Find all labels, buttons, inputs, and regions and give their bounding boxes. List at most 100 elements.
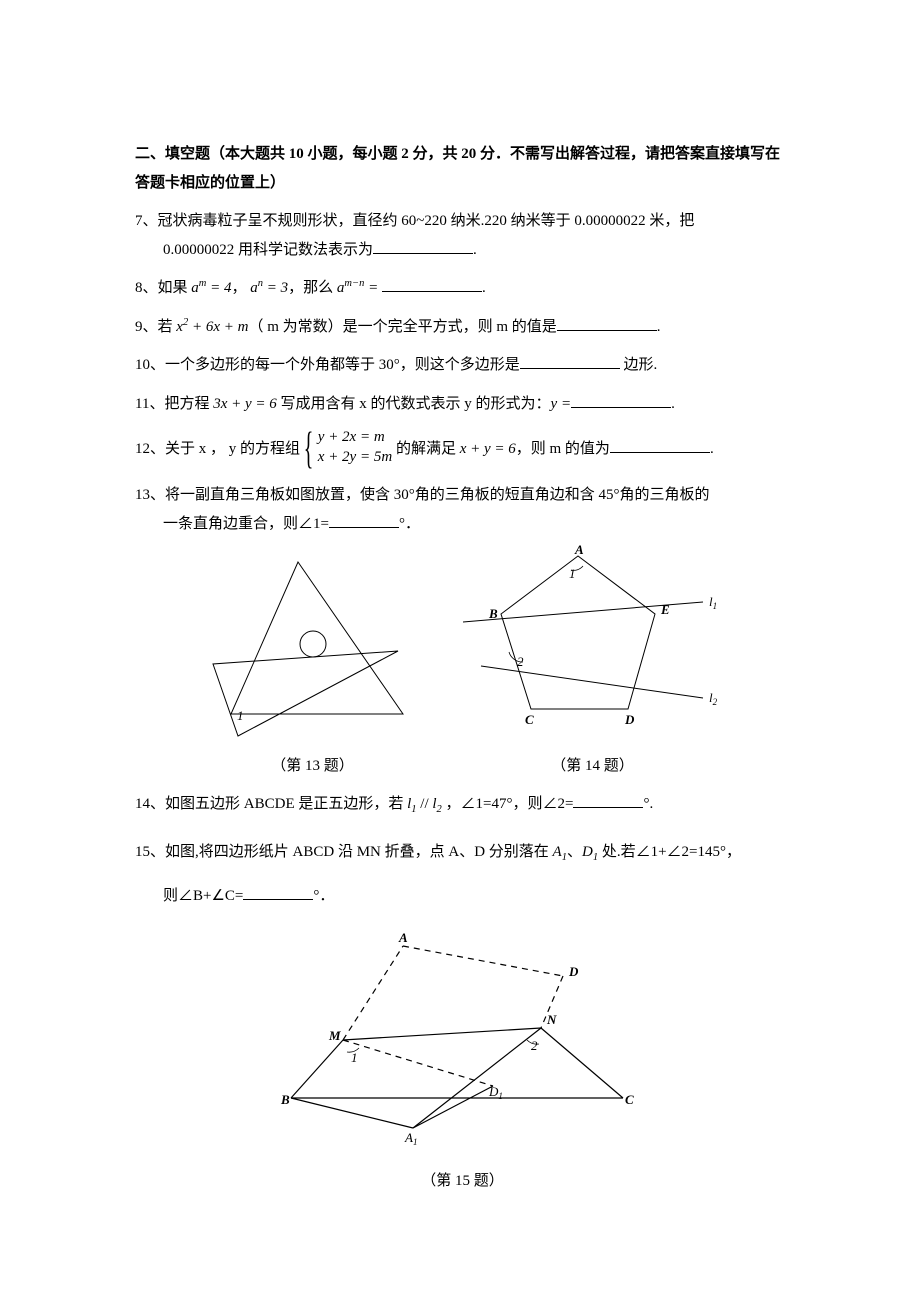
q-number: 9、 (135, 319, 158, 335)
svg-text:D1: D1 (488, 1084, 503, 1101)
brace-lines: y + 2x = m x + 2y = 5m (318, 428, 392, 467)
figure-14: A B C D E 1 2 l1 l2 （第 14 题） (463, 544, 723, 780)
answer-blank (373, 238, 473, 254)
svg-text:A: A (574, 544, 584, 557)
title-mid2: 分，共 (413, 146, 458, 162)
question-12: 12、关于 x ， y 的方程组 y + 2x = m x + 2y = 5m … (135, 428, 790, 471)
q12-post1: ，则 m 的值为 (516, 441, 610, 457)
q8-a2: a (250, 280, 258, 296)
q13-line2: 一条直角边重合，则∠1= °． (135, 510, 790, 539)
q11-pre: 把方程 (164, 396, 213, 412)
fig15-svg: ADNMBCA1D112 (273, 928, 653, 1148)
q11-mid: 写成用含有 x 的代数式表示 y 的形式为： (277, 396, 551, 412)
question-11: 11、把方程 3x + y = 6 写成用含有 x 的代数式表示 y 的形式为：… (135, 390, 790, 419)
svg-text:D: D (568, 964, 579, 979)
answer-blank (329, 512, 399, 528)
q8-post: . (482, 280, 486, 296)
answer-blank (382, 276, 482, 292)
q12-cond: x + y = 6 (460, 441, 516, 457)
svg-text:1: 1 (569, 566, 576, 581)
question-7: 7、冠状病毒粒子呈不规则形状，直径约 60~220 纳米.220 纳米等于 0.… (135, 207, 790, 264)
q15-l2post: °． (313, 888, 334, 904)
fig13-svg: 1 (203, 544, 423, 739)
q-number: 15、 (135, 844, 165, 860)
q8-mid: ，那么 (288, 280, 337, 296)
q13-line2-pre: 一条直角边重合，则∠1= (163, 516, 329, 532)
question-14: 14、如图五边形 ABCDE 是正五边形，若 l1 // l2 ，∠1=47°，… (135, 790, 790, 820)
fig13-caption: （第 13 题） (203, 752, 423, 781)
q13-line2-post: °． (399, 516, 420, 532)
exam-page: 二、填空题（本大题共 10 小题，每小题 2 分，共 20 分．不需写出解答过程… (0, 0, 920, 1255)
question-8: 8、如果 am = 4， an = 3，那么 am−n = . (135, 274, 790, 303)
svg-text:M: M (328, 1028, 341, 1043)
svg-text:2: 2 (517, 654, 524, 669)
q12-post2: . (710, 441, 714, 457)
svg-text:2: 2 (531, 1038, 538, 1053)
q8-sup3: m−n (344, 278, 364, 289)
svg-text:C: C (525, 712, 534, 727)
q9-rest: + 6x + m (188, 319, 248, 335)
q15-A1: A (553, 844, 562, 860)
section-title: 二、填空题（本大题共 10 小题，每小题 2 分，共 20 分．不需写出解答过程… (135, 140, 790, 197)
q11-post: . (671, 396, 675, 412)
q7-line2-post: . (473, 242, 477, 258)
svg-text:l2: l2 (709, 690, 718, 707)
q-number: 11、 (135, 396, 164, 412)
q14-post: °. (643, 796, 653, 812)
svg-text:B: B (280, 1092, 290, 1107)
q15-sep: 、 (567, 844, 582, 860)
q8-eq2r: = 3 (263, 280, 288, 296)
q13-line1: 将一副直角三角板如图放置，使含 30°角的三角板的短直角边和含 45°角的三角板… (165, 487, 710, 503)
fig15-caption: （第 15 题） (135, 1167, 790, 1196)
svg-text:l1: l1 (709, 594, 717, 611)
q12-pre: 关于 x ， y 的方程组 (165, 441, 300, 457)
q-number: 14、 (135, 796, 165, 812)
title-total: 20 (461, 146, 476, 162)
answer-blank (520, 353, 620, 369)
figure-13: 1 （第 13 题） (203, 544, 423, 780)
q7-line2-pre: 0.00000022 用科学记数法表示为 (163, 242, 373, 258)
q9-post: . (657, 319, 661, 335)
svg-text:1: 1 (237, 708, 244, 723)
question-9: 9、若 x2 + 6x + m（ m 为常数）是一个完全平方式，则 m 的值是. (135, 313, 790, 342)
q-number: 10、 (135, 357, 165, 373)
answer-blank (610, 437, 710, 453)
q-number: 8、 (135, 280, 158, 296)
q-number: 12、 (135, 441, 165, 457)
q12-top: y + 2x = m (318, 429, 385, 445)
q8-eq1r: = 4 (206, 280, 231, 296)
equation-system: y + 2x = m x + 2y = 5m (304, 428, 392, 471)
svg-text:E: E (660, 602, 670, 617)
q9-pre: 若 (158, 319, 177, 335)
q15-l1pre: 如图,将四边形纸片 ABCD 沿 MN 折叠，点 A、D 分别落在 (165, 844, 553, 860)
fig14-caption: （第 14 题） (463, 752, 723, 781)
svg-text:B: B (488, 606, 498, 621)
title-count: 10 (289, 146, 304, 162)
q10-pre: 一个多边形的每一个外角都等于 30°，则这个多边形是 (165, 357, 520, 373)
q-number: 13、 (135, 487, 165, 503)
q9-paren: （ m 为常数）是一个完全平方式，则 m 的值是 (248, 319, 556, 335)
fig14-svg: A B C D E 1 2 l1 l2 (463, 544, 723, 739)
q15-l1post: 处.若∠1+∠2=145°， (598, 844, 741, 860)
q10-post: 边形. (620, 357, 658, 373)
title-prefix: 二、填空题（本大题共 (135, 146, 285, 162)
svg-text:A1: A1 (404, 1130, 417, 1147)
q7-line1: 冠状病毒粒子呈不规则形状，直径约 60~220 纳米.220 纳米等于 0.00… (158, 213, 695, 229)
q8-eq3r: = (364, 280, 378, 296)
title-per: 2 (401, 146, 409, 162)
q-number: 7、 (135, 213, 158, 229)
svg-text:A: A (398, 930, 408, 945)
figures-row: 1 （第 13 题） A B C D E 1 2 l1 l2 （第 14 题） (135, 544, 790, 780)
title-mid1: 小题，每小题 (308, 146, 398, 162)
q15-l2pre: 则∠B+∠C= (163, 888, 243, 904)
q8-pre: 如果 (158, 280, 192, 296)
question-13: 13、将一副直角三角板如图放置，使含 30°角的三角板的短直角边和含 45°角的… (135, 481, 790, 538)
figure-15: ADNMBCA1D112 （第 15 题） (135, 928, 790, 1195)
q15-line2: 则∠B+∠C= °． (135, 882, 790, 911)
q11-y: y = (551, 396, 572, 412)
question-15: 15、如图,将四边形纸片 ABCD 沿 MN 折叠，点 A、D 分别落在 A1、… (135, 838, 790, 910)
svg-text:D: D (624, 712, 635, 727)
answer-blank (557, 315, 657, 331)
answer-blank (571, 392, 671, 408)
q14-par: // (417, 796, 433, 812)
